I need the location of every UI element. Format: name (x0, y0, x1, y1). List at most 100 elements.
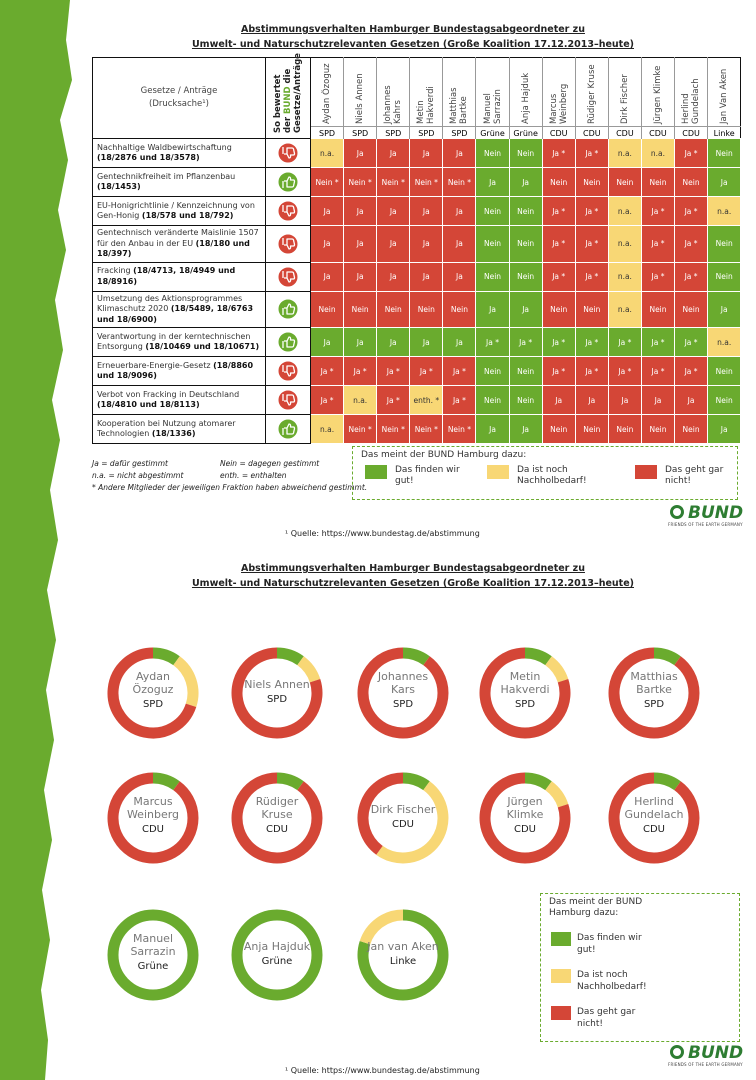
donut-party: CDU (392, 819, 414, 830)
member-name: Anja Hajduk (520, 72, 531, 124)
donut-segment (231, 647, 323, 739)
donut-name: Dirk Fischer (371, 803, 436, 816)
vote-cell: Nein (640, 414, 676, 444)
vote-cell: Ja * (409, 356, 444, 386)
vote-cell: Ja * (640, 356, 676, 386)
vote-cell: Nein (707, 356, 742, 386)
vote-cell: Nein (541, 290, 576, 328)
vote-cell: Nein (607, 414, 642, 444)
logo-icon (670, 505, 684, 519)
legend-swatch (551, 1006, 571, 1020)
donut-name: Gundelach (624, 808, 683, 821)
bund-cell (265, 290, 311, 328)
member-header: Metin Hakverdi (409, 57, 443, 127)
donut-name: Matthias (630, 670, 678, 683)
donut-name: Sarrazin (130, 945, 175, 958)
member-header: Herlind Gundelach (674, 57, 708, 127)
key-item: enth. = enthalten (220, 471, 287, 480)
vote-cell: Nein (475, 225, 510, 263)
donut-name: Kruse (261, 808, 292, 821)
law-cell: Fracking (18/4713, 18/4949 und 18/8916) (92, 261, 266, 291)
donut-segment (357, 772, 404, 855)
vote-cell: Ja * (574, 327, 609, 357)
table-row: EU-Honigrichtlinie / Kennzeichnung von G… (92, 196, 742, 226)
law-docs: (18/8860 und 18/9096) (97, 360, 254, 381)
vote-cell: Ja * (574, 261, 609, 292)
law-docs: (18/578 und 18/792) (141, 211, 234, 220)
donut-party: SPD (515, 699, 535, 710)
donut-segment (231, 909, 323, 1001)
donut-segment (357, 909, 449, 1001)
vote-cell: Nein (541, 414, 576, 444)
vote-cell: n.a. (607, 138, 642, 168)
vote-cell: Ja * (442, 356, 477, 386)
law-name: Nachhaltige Waldbewirtschaftung (97, 142, 232, 152)
vote-cell: Nein (475, 356, 510, 386)
vote-cell: Ja * (376, 385, 411, 415)
logo-tagline: FRIENDS OF THE EARTH GERMANY (668, 522, 743, 527)
donut-party: Linke (390, 956, 416, 967)
vote-cell: Nein (707, 261, 742, 292)
key: Ja = dafür gestimmt Nein = dagegen gestim… (92, 458, 367, 494)
vote-cell: Ja (640, 385, 676, 415)
vote-cell: Nein * (343, 167, 378, 197)
vote-cell: Ja (475, 167, 510, 197)
vote-cell: Ja (475, 414, 510, 444)
vote-cell: Ja * (674, 225, 709, 263)
member-name: Matthias Bartke (449, 87, 470, 124)
member-name: Metin Hakverdi (416, 86, 437, 124)
vote-cell: Nein (508, 138, 543, 168)
table-row: Verantwortung in der kerntechnischen Ent… (92, 327, 742, 357)
bund-icon-thumb (282, 176, 296, 188)
law-docs: (18/2876 und 18/3578) (97, 153, 200, 162)
law-cell: Kooperation bei Nutzung atomarer Technol… (92, 414, 266, 444)
member-party: Grüne (475, 126, 510, 139)
vote-cell: Nein (475, 196, 510, 226)
member-party: CDU (640, 126, 675, 139)
member-party: CDU (607, 126, 642, 139)
donut-name: Johannes (377, 670, 428, 683)
donut-party: SPD (267, 694, 287, 705)
table-row: Erneuerbare-Energie-Gesetz (18/8860 und … (92, 356, 742, 386)
vote-cell: Ja (376, 261, 411, 292)
donut-segment (376, 781, 449, 864)
bund-icon-thumb (282, 270, 296, 283)
vote-cell: Ja (442, 327, 477, 357)
logo-name: BUND (688, 1043, 744, 1063)
title: Abstimmungsverhalten Hamburger Bundestag… (70, 22, 756, 52)
law-header: Gesetze / Anträge (Drucksache¹) (92, 57, 266, 139)
vote-cell: n.a. (640, 138, 676, 168)
vote-cell: Ja * (309, 385, 345, 415)
donut-party: SPD (143, 699, 163, 710)
table-row: Kooperation bei Nutzung atomarer Technol… (92, 414, 742, 444)
vote-cell: Ja * (442, 385, 477, 415)
law-name: Gentechnikfreiheit im Pflanzenbau (97, 171, 236, 181)
vote-cell: Ja (541, 385, 576, 415)
member-header: Manuel Sarrazin (475, 57, 510, 127)
bund-icon (277, 298, 299, 320)
vote-cell: Nein * (376, 414, 411, 444)
law-name: Erneuerbare-Energie-Gesetz (97, 360, 211, 370)
vote-cell: Nein (574, 290, 609, 328)
donut-segment (608, 772, 700, 864)
logo-icon (670, 1045, 684, 1059)
key-grid: Ja = dafür gestimmt Nein = dagegen gestim… (92, 458, 367, 482)
vote-cell: Ja (376, 196, 411, 226)
vote-cell: Ja * (607, 327, 642, 357)
vote-cell: Ja (343, 261, 378, 292)
title: Abstimmungsverhalten Hamburger Bundestag… (70, 561, 756, 591)
vote-cell: Nein * (442, 414, 477, 444)
donut-name: Bartke (636, 683, 672, 696)
key-note: * Andere Mitglieder der jeweiligen Frakt… (92, 483, 368, 492)
legend-swatch (551, 932, 571, 946)
vote-cell: Ja (409, 327, 444, 357)
key-item: Nein = dagegen gestimmt (220, 459, 320, 468)
law-docs: (18/1453) (97, 182, 141, 191)
donut-name: Anja Hajduk (244, 940, 311, 953)
donut-segment (402, 647, 430, 666)
vote-cell: Ja (309, 225, 345, 263)
vote-cell: n.a. (607, 196, 642, 226)
bund-header-part: Gesetze/Anträge (293, 53, 303, 133)
vote-cell: Ja (309, 327, 345, 357)
vote-cell: Ja * (574, 196, 609, 226)
